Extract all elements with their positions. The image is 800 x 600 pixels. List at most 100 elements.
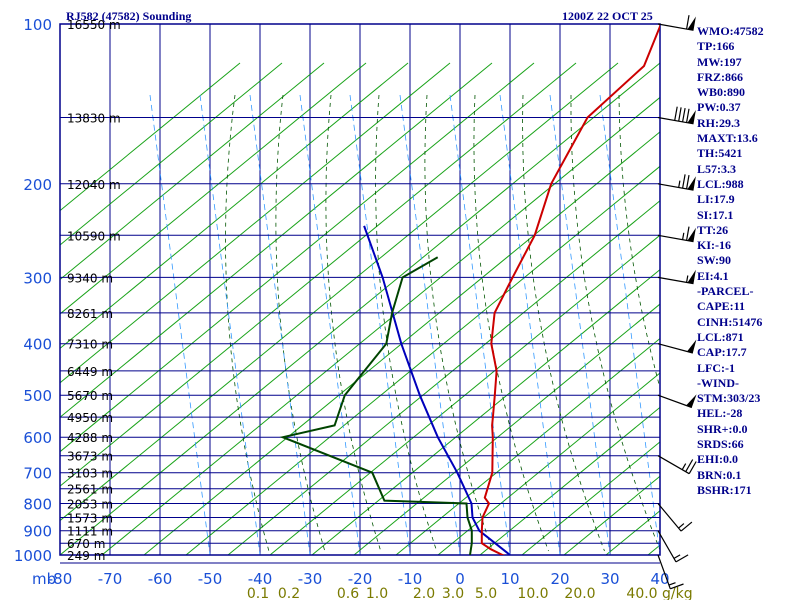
mixing-ratio-tick-label: 40.0 bbox=[626, 586, 657, 600]
height-label: 6449 m bbox=[67, 365, 113, 379]
wind-barb-flag bbox=[687, 16, 696, 31]
index-item: KI:-16 bbox=[697, 238, 731, 253]
height-label: 2561 m bbox=[67, 483, 113, 497]
height-label: 2053 m bbox=[67, 498, 113, 512]
mixing-ratio-line bbox=[199, 94, 261, 555]
wind-barb-feather bbox=[678, 107, 682, 122]
index-item: WB0:890 bbox=[697, 85, 745, 100]
height-label: 12040 m bbox=[67, 178, 121, 192]
height-labels: 16550 m 13830 m 12040 m 10590 m 9340 m 8261 m… bbox=[67, 18, 121, 563]
index-item: FRZ:866 bbox=[697, 69, 743, 84]
pressure-tick-labels: 100 200 300 400 500 600 700 800 900 1000 bbox=[14, 16, 52, 565]
wind-barb bbox=[657, 503, 693, 532]
dry-adiabat-line bbox=[60, 62, 367, 315]
wind-barb bbox=[657, 174, 696, 191]
wind-barb-half-feather bbox=[678, 180, 681, 188]
wind-barb-half-feather bbox=[681, 463, 687, 470]
index-item: SRDS:66 bbox=[697, 437, 744, 452]
wind-barb-staff bbox=[657, 530, 677, 563]
wind-barb-staff bbox=[657, 503, 682, 532]
mixing-ratio-tick-label: 2.0 bbox=[413, 586, 435, 600]
temperature-tick-label: -10 bbox=[398, 570, 423, 588]
moist-adiabat-line bbox=[424, 94, 493, 552]
height-label: 670 m bbox=[67, 537, 105, 551]
plot-border bbox=[59, 23, 661, 556]
height-label: 7310 m bbox=[67, 338, 113, 352]
wind-barb bbox=[657, 455, 697, 475]
temperature-tick-label: -20 bbox=[348, 570, 373, 588]
height-label: 3673 m bbox=[67, 450, 113, 464]
wind-barb-feather bbox=[688, 461, 697, 474]
pressure-tick-label: 400 bbox=[23, 336, 52, 354]
wind-barb-feather bbox=[686, 226, 690, 241]
wind-barb-feather bbox=[670, 583, 684, 590]
dry-adiabat-line bbox=[774, 63, 800, 555]
temperature-trace bbox=[480, 24, 660, 555]
height-label: 1111 m bbox=[67, 525, 113, 539]
valid-time: 1200Z 22 OCT 25 bbox=[562, 9, 653, 23]
wind-barb-feather bbox=[674, 106, 678, 121]
wind-barb-feather bbox=[686, 174, 690, 190]
wind-barb-half-feather bbox=[673, 554, 681, 559]
index-item: PW:0.37 bbox=[697, 100, 741, 115]
pressure-tick-label: 100 bbox=[23, 16, 52, 34]
mixing-ratio-tick-label: 0.2 bbox=[278, 586, 300, 600]
dry-adiabat-line bbox=[60, 62, 283, 246]
mixing-ratio-line bbox=[449, 94, 511, 555]
height-label: 16550 m bbox=[67, 18, 121, 32]
temperature-tick-label: 0 bbox=[455, 570, 465, 588]
wind-barb-feather bbox=[682, 107, 686, 122]
wind-barb-half-feather bbox=[682, 232, 685, 240]
index-item: LFC:-1 bbox=[697, 360, 735, 375]
pressure-tick-label: 800 bbox=[23, 496, 52, 514]
index-item: LI:17.9 bbox=[697, 192, 735, 207]
moist-adiabat-line bbox=[522, 94, 605, 552]
height-label: 4950 m bbox=[67, 411, 113, 425]
pressure-tick-label: 700 bbox=[23, 465, 52, 483]
wind-barb-staff bbox=[657, 234, 694, 243]
height-label: 13830 m bbox=[67, 112, 121, 126]
index-item: SW:90 bbox=[697, 253, 732, 268]
index-item: SHR+:0.0 bbox=[697, 421, 748, 436]
mixing-ratio-tick-label: 5.0 bbox=[475, 586, 497, 600]
dry-adiabat-line bbox=[60, 62, 409, 350]
pressure-axis-label: mb bbox=[32, 570, 56, 588]
index-item: CAP:17.7 bbox=[697, 345, 747, 360]
index-item: RH:29.3 bbox=[697, 115, 740, 130]
temperature-tick-label: -80 bbox=[48, 570, 73, 588]
mixing-ratio-line bbox=[399, 94, 461, 555]
moist-adiabat-lines bbox=[225, 94, 660, 552]
index-item: MW:197 bbox=[697, 54, 742, 69]
wind-barb-flag bbox=[687, 227, 696, 242]
wind-barb-staff bbox=[657, 455, 690, 475]
mixing-ratio-line bbox=[249, 94, 311, 555]
mixing-ratio-line bbox=[549, 94, 611, 555]
temperature-tick-label: -50 bbox=[198, 570, 223, 588]
wind-barb-feather bbox=[675, 554, 689, 563]
station-title: RJ582 (47582) Sounding bbox=[66, 9, 192, 23]
dry-adiabat-line bbox=[60, 62, 535, 453]
wind-barb-flag bbox=[687, 339, 697, 353]
wind-barb-feather bbox=[682, 174, 686, 189]
temperature-tick-label: -40 bbox=[248, 570, 273, 588]
height-label: 8261 m bbox=[67, 307, 113, 321]
wind-barb bbox=[657, 530, 689, 563]
wind-barb bbox=[657, 554, 684, 590]
wind-barb-feather bbox=[680, 521, 693, 532]
temperature-tick-label: 10 bbox=[500, 570, 519, 588]
wind-barb-half-feather bbox=[686, 275, 689, 283]
index-item: HEL:-28 bbox=[697, 406, 743, 421]
wind-barb-half-feather bbox=[668, 582, 676, 586]
height-label: 10590 m bbox=[67, 229, 121, 243]
wind-barb-staff bbox=[657, 394, 693, 409]
moist-adiabat-line bbox=[325, 94, 382, 552]
sounding-profiles bbox=[279, 24, 660, 555]
wind-barb bbox=[657, 226, 696, 243]
index-item: -WIND- bbox=[697, 375, 739, 390]
mixing-ratio-tick-label: 0.6 bbox=[337, 586, 359, 600]
index-item: LCL:988 bbox=[697, 176, 744, 191]
height-label: 3103 m bbox=[67, 467, 113, 481]
wind-barb bbox=[657, 106, 696, 125]
wind-barb bbox=[657, 394, 697, 409]
temperature-tick-label: -30 bbox=[298, 570, 323, 588]
